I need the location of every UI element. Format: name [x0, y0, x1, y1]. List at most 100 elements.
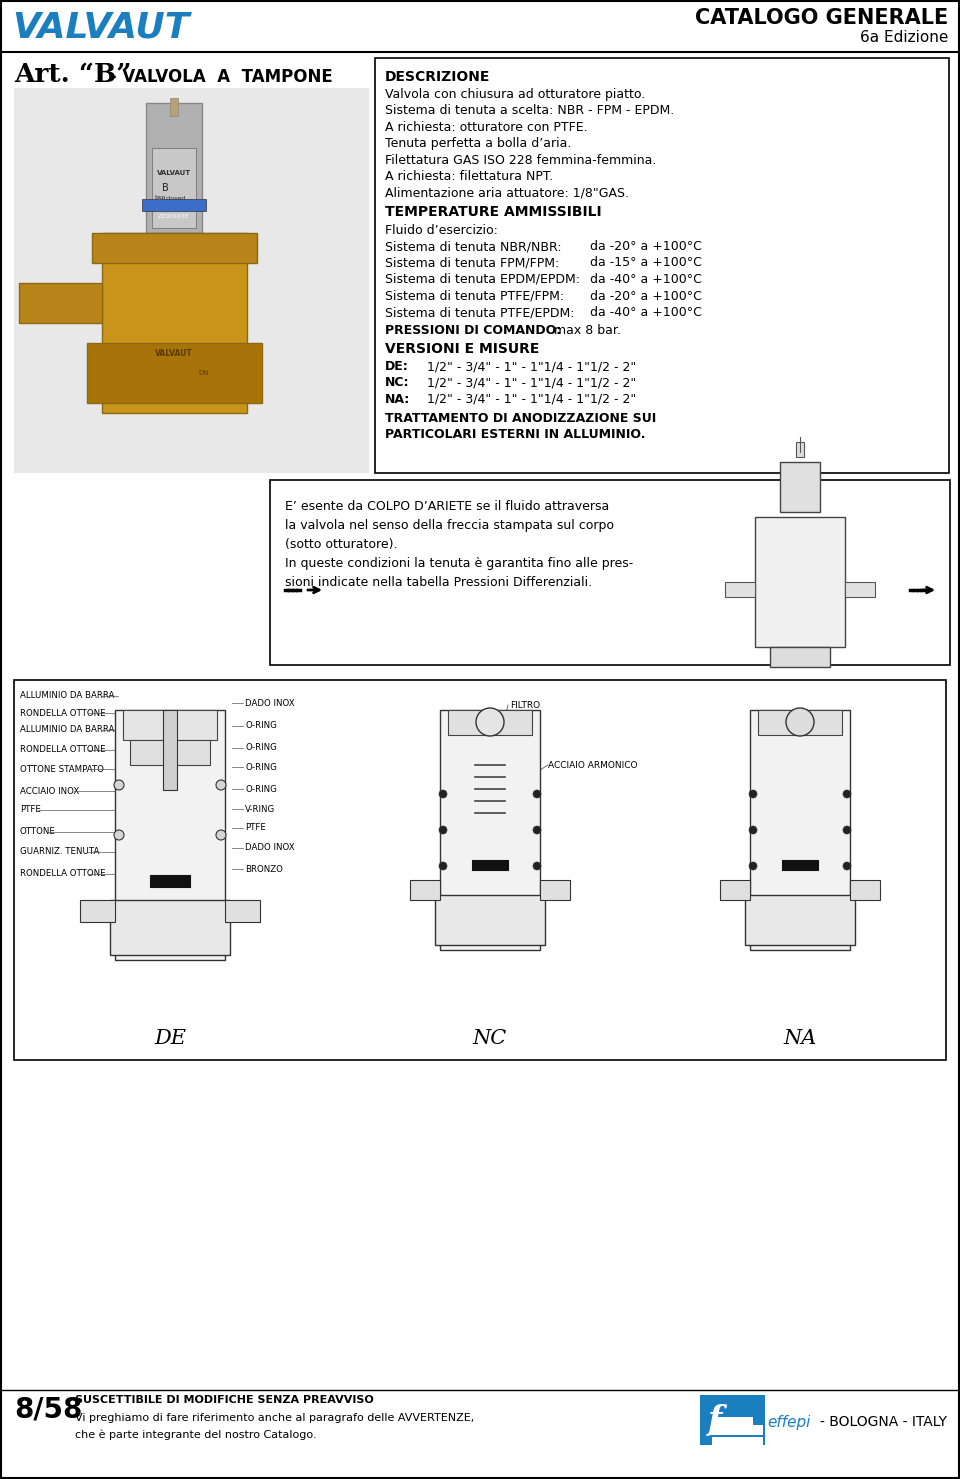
Circle shape	[843, 862, 851, 870]
Bar	[725, 583, 755, 598]
Text: In queste condizioni la tenuta è garantita fino alle pres-: In queste condizioni la tenuta è garanti…	[285, 558, 634, 569]
Bar	[152, 148, 196, 228]
Text: bsp: bsp	[155, 195, 165, 201]
Text: VALVAUT: VALVAUT	[155, 349, 193, 358]
Circle shape	[439, 862, 447, 870]
Text: (sotto otturatore).: (sotto otturatore).	[285, 538, 397, 552]
Bar	[700, 1395, 765, 1445]
Bar	[712, 1417, 753, 1424]
Bar	[850, 880, 880, 901]
Text: DE:: DE:	[385, 359, 409, 373]
Text: - BOLOGNA - ITALY: - BOLOGNA - ITALY	[820, 1415, 947, 1429]
Bar	[14, 87, 369, 473]
Bar	[435, 895, 545, 945]
Bar	[448, 710, 532, 735]
Text: Sistema di tenuta NBR/NBR:: Sistema di tenuta NBR/NBR:	[385, 240, 562, 253]
Text: Fluido d’esercizio:: Fluido d’esercizio:	[385, 223, 498, 237]
Text: RONDELLA OTTONE: RONDELLA OTTONE	[20, 708, 106, 717]
Text: da -20° a +100°C: da -20° a +100°C	[590, 290, 702, 303]
Text: Z200107E: Z200107E	[158, 214, 189, 219]
Text: NC:: NC:	[385, 377, 410, 389]
Bar	[845, 583, 875, 598]
Text: OTTONE: OTTONE	[20, 827, 56, 837]
Text: NA:: NA:	[385, 393, 410, 407]
Text: 6a Edizione: 6a Edizione	[859, 30, 948, 44]
Bar	[712, 1424, 763, 1435]
Text: A richiesta: otturatore con PTFE.: A richiesta: otturatore con PTFE.	[385, 121, 588, 135]
Text: max 8 bar.: max 8 bar.	[550, 324, 621, 337]
Bar	[375, 58, 949, 473]
Text: VERSIONI E MISURE: VERSIONI E MISURE	[385, 342, 540, 356]
Circle shape	[749, 790, 757, 799]
Bar	[720, 880, 750, 901]
Text: CATALOGO GENERALE: CATALOGO GENERALE	[695, 7, 948, 28]
Circle shape	[439, 790, 447, 799]
Text: ACCIAIO ARMONICO: ACCIAIO ARMONICO	[548, 760, 637, 769]
Bar	[170, 98, 178, 115]
Text: NA: NA	[783, 1028, 817, 1047]
Circle shape	[786, 708, 814, 737]
Text: PARTICOLARI ESTERNI IN ALLUMINIO.: PARTICOLARI ESTERNI IN ALLUMINIO.	[385, 427, 645, 441]
Bar	[86, 343, 262, 402]
Text: 1/2" - 3/4" - 1" - 1"1/4 - 1"1/2 - 2": 1/2" - 3/4" - 1" - 1"1/4 - 1"1/2 - 2"	[427, 359, 636, 373]
Bar	[115, 710, 225, 960]
Text: B: B	[162, 183, 169, 192]
Text: DADO INOX: DADO INOX	[245, 698, 295, 707]
Circle shape	[533, 825, 541, 834]
Text: - VALVOLA  A  TAMPONE: - VALVOLA A TAMPONE	[104, 68, 333, 86]
Text: O-RING: O-RING	[245, 722, 276, 731]
Text: Sistema di tenuta a scelta: NBR - FPM - EPDM.: Sistema di tenuta a scelta: NBR - FPM - …	[385, 105, 674, 117]
Bar	[80, 901, 115, 921]
Text: SUSCETTIBILE DI MODIFICHE SENZA PREAVVISO: SUSCETTIBILE DI MODIFICHE SENZA PREAVVIS…	[75, 1395, 373, 1405]
Bar	[14, 680, 946, 1060]
Bar	[225, 901, 260, 921]
Text: OTTONE STAMPATO: OTTONE STAMPATO	[20, 765, 104, 774]
Circle shape	[533, 790, 541, 799]
Bar	[750, 710, 850, 950]
Bar	[770, 646, 830, 667]
Text: V-RING: V-RING	[245, 805, 276, 813]
Text: VALVAUT: VALVAUT	[12, 10, 189, 44]
Text: DESCRIZIONE: DESCRIZIONE	[385, 70, 491, 84]
Text: RONDELLA OTTONE: RONDELLA OTTONE	[20, 745, 106, 754]
Text: PTFE: PTFE	[245, 824, 266, 833]
Text: PTFE: PTFE	[20, 806, 41, 815]
Text: la valvola nel senso della freccia stampata sul corpo: la valvola nel senso della freccia stamp…	[285, 519, 614, 532]
Bar	[780, 461, 820, 512]
Text: RONDELLA OTTONE: RONDELLA OTTONE	[20, 870, 106, 879]
Circle shape	[439, 825, 447, 834]
Text: Valvola con chiusura ad otturatore piatto.: Valvola con chiusura ad otturatore piatt…	[385, 87, 645, 101]
Text: Art. “B”: Art. “B”	[14, 62, 132, 87]
Text: 8/58: 8/58	[14, 1396, 83, 1424]
Bar	[146, 104, 202, 234]
Text: O-RING: O-RING	[245, 744, 276, 753]
Text: 1/2" - 3/4" - 1" - 1"1/4 - 1"1/2 - 2": 1/2" - 3/4" - 1" - 1"1/4 - 1"1/2 - 2"	[427, 393, 636, 407]
Text: closed: closed	[166, 195, 186, 201]
Bar	[102, 234, 247, 413]
Circle shape	[216, 779, 226, 790]
Text: da -40° a +100°C: da -40° a +100°C	[590, 306, 702, 319]
Circle shape	[476, 708, 504, 737]
Circle shape	[114, 779, 124, 790]
Bar	[782, 859, 818, 870]
Circle shape	[843, 790, 851, 799]
Text: FILTRO: FILTRO	[510, 701, 540, 710]
Bar	[745, 895, 855, 945]
Text: NC: NC	[473, 1028, 507, 1047]
Circle shape	[533, 862, 541, 870]
Text: Sistema di tenuta PTFE/FPM:: Sistema di tenuta PTFE/FPM:	[385, 290, 564, 303]
Text: sioni indicate nella tabella Pressioni Differenziali.: sioni indicate nella tabella Pressioni D…	[285, 575, 592, 589]
Text: GUARNIZ. TENUTA: GUARNIZ. TENUTA	[20, 847, 100, 856]
Text: 1/2" - 3/4" - 1" - 1"1/4 - 1"1/2 - 2": 1/2" - 3/4" - 1" - 1"1/4 - 1"1/2 - 2"	[427, 377, 636, 389]
Text: TRATTAMENTO DI ANODIZZAZIONE SUI: TRATTAMENTO DI ANODIZZAZIONE SUI	[385, 411, 657, 424]
Circle shape	[216, 830, 226, 840]
Text: VALVAUT: VALVAUT	[156, 170, 191, 176]
Text: ALLUMINIO DA BARRA: ALLUMINIO DA BARRA	[20, 726, 114, 735]
Text: da -40° a +100°C: da -40° a +100°C	[590, 274, 702, 285]
Text: effepi: effepi	[767, 1414, 810, 1430]
Bar	[130, 740, 210, 765]
Circle shape	[749, 825, 757, 834]
Text: DN: DN	[199, 370, 209, 376]
Circle shape	[114, 830, 124, 840]
Text: Sistema di tenuta EPDM/EPDM:: Sistema di tenuta EPDM/EPDM:	[385, 274, 580, 285]
